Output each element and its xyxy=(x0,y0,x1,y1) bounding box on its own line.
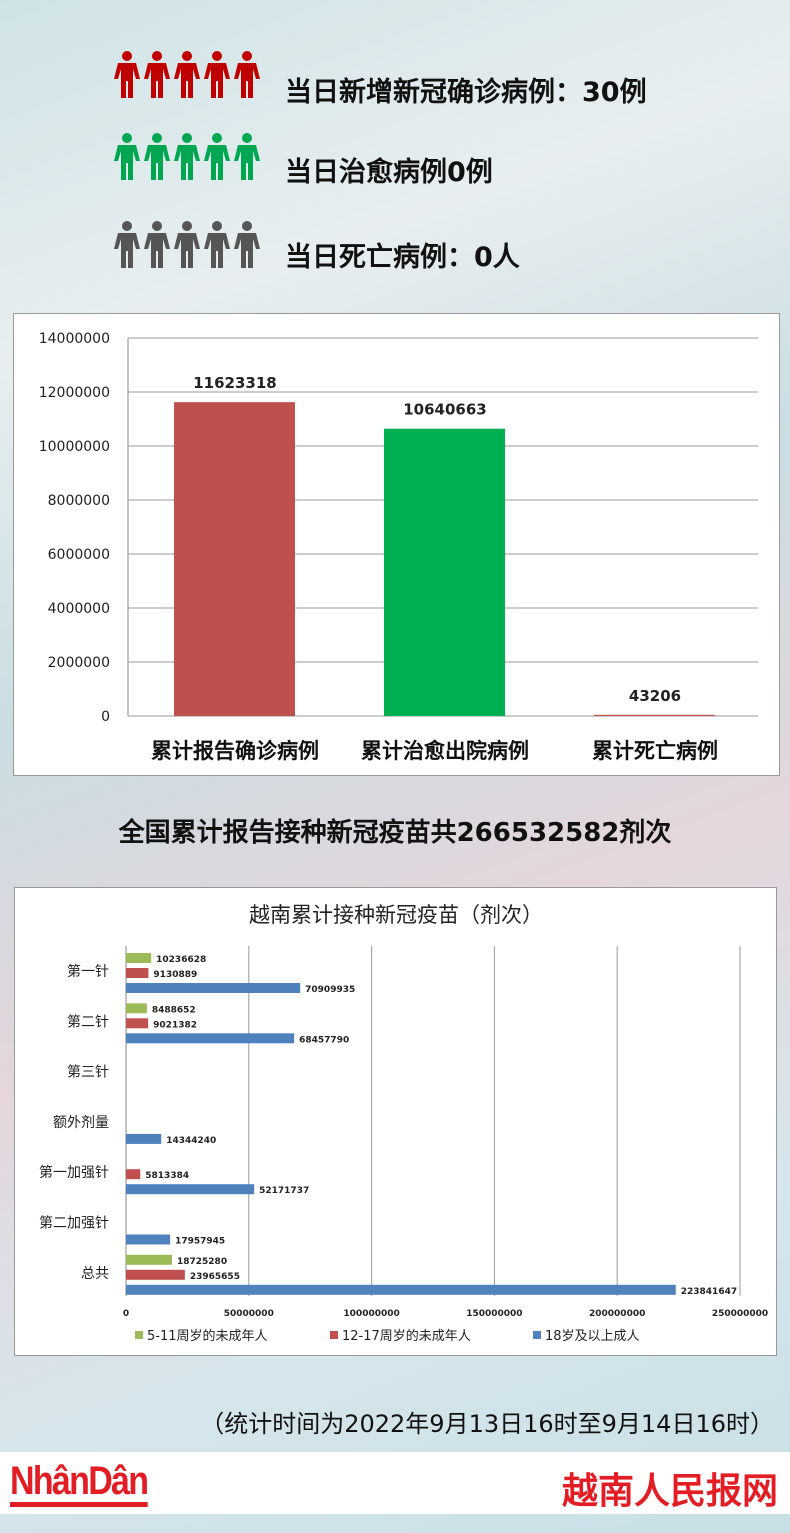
data-label: 10640663 xyxy=(403,401,487,419)
y-tick-label: 0 xyxy=(101,709,110,725)
data-label: 223841647 xyxy=(681,1287,737,1297)
bar xyxy=(126,1003,147,1014)
person-icon xyxy=(204,51,230,98)
people-icon xyxy=(113,220,263,270)
legend-swatch xyxy=(533,1331,541,1339)
y-tick-label: 2000000 xyxy=(48,655,110,671)
nhandan-logo[interactable]: NhânDân xyxy=(10,1460,149,1507)
person-icon xyxy=(204,133,230,180)
cumulative-chart-svg: 0 2000000 4000000 6000000 8000000 10000000 120… xyxy=(39,331,758,763)
summary-row-new-cases xyxy=(113,50,263,100)
chart-title: 越南累计接种新冠疫苗（剂次） xyxy=(249,903,543,927)
new-cases-text: 当日新增新冠确诊病例：30例 xyxy=(285,77,647,108)
person-icon xyxy=(144,133,170,180)
x-tick-label: 250000000 xyxy=(712,1309,768,1319)
x-tick-label: 50000000 xyxy=(224,1309,274,1319)
x-tick-label: 200000000 xyxy=(589,1309,645,1319)
data-label: 10236628 xyxy=(156,955,206,965)
category-label: 累计治愈出院病例 xyxy=(361,739,529,763)
bar xyxy=(126,1234,171,1245)
footer: NhânDân 越南人民报网 xyxy=(0,1452,790,1514)
data-label: 52171737 xyxy=(259,1186,309,1196)
person-icon xyxy=(234,133,260,180)
person-icon xyxy=(144,51,170,98)
data-label: 5813384 xyxy=(145,1171,189,1181)
data-label: 43206 xyxy=(629,687,681,705)
y-tick-label: 10000000 xyxy=(39,439,110,455)
person-icon xyxy=(114,133,140,180)
data-label: 9021382 xyxy=(153,1020,197,1030)
bar xyxy=(126,983,301,993)
data-label: 14344240 xyxy=(166,1136,216,1146)
category-label: 累计报告确诊病例 xyxy=(151,739,319,763)
bar xyxy=(126,1018,149,1029)
category-label: 第二针 xyxy=(67,1013,109,1030)
bar xyxy=(126,953,152,963)
y-tick-label: 8000000 xyxy=(48,493,110,509)
legend-label: 12-17周岁的未成年人 xyxy=(342,1328,471,1344)
person-icon xyxy=(174,221,200,268)
person-icon xyxy=(114,51,140,98)
bar xyxy=(384,428,505,716)
people-icon xyxy=(113,132,263,182)
bar xyxy=(594,714,715,716)
category-label: 第一加强针 xyxy=(39,1164,109,1181)
bar xyxy=(126,1184,255,1195)
data-label: 17957945 xyxy=(175,1237,225,1247)
person-icon xyxy=(234,51,260,98)
bar xyxy=(126,968,149,978)
total-vaccine-text: 全国累计报告接种新冠疫苗共266532582剂次 xyxy=(118,818,672,848)
person-icon xyxy=(204,221,230,268)
bar xyxy=(126,1033,295,1044)
category-label: 第二加强针 xyxy=(39,1215,109,1232)
data-label: 23965655 xyxy=(190,1272,240,1282)
bar xyxy=(126,1269,185,1280)
person-icon xyxy=(114,221,140,268)
bar xyxy=(126,1133,162,1144)
cumulative-chart: 0 2000000 4000000 6000000 8000000 10000000 120… xyxy=(13,313,780,776)
data-label: 18725280 xyxy=(177,1257,227,1267)
bar xyxy=(126,1284,676,1295)
y-tick-label: 6000000 xyxy=(48,547,110,563)
category-label: 第三针 xyxy=(67,1064,109,1081)
summary-row-deaths xyxy=(113,220,263,270)
bar xyxy=(126,1169,141,1180)
people-icon xyxy=(113,50,263,100)
x-tick-label: 0 xyxy=(123,1309,129,1319)
y-tick-label: 14000000 xyxy=(39,331,110,347)
category-label: 第一针 xyxy=(67,963,109,980)
data-label: 70909935 xyxy=(305,985,355,995)
data-label: 11623318 xyxy=(193,374,277,392)
y-tick-label: 4000000 xyxy=(48,601,110,617)
site-name: 越南人民报网 xyxy=(561,1471,778,1512)
person-icon xyxy=(144,221,170,268)
person-icon xyxy=(174,133,200,180)
vaccine-chart: 越南累计接种新冠疫苗（剂次） 0 50000000 100000000 15000000… xyxy=(14,887,777,1356)
legend-swatch xyxy=(330,1331,338,1339)
bar xyxy=(126,1254,172,1265)
legend-label: 5-11周岁的未成年人 xyxy=(147,1328,268,1344)
recovered-text: 当日治愈病例0例 xyxy=(285,157,493,188)
x-tick-label: 150000000 xyxy=(466,1309,522,1319)
statistics-time: （统计时间为2022年9月13日16时至9月14日16时） xyxy=(200,1410,774,1438)
deaths-text: 当日死亡病例：0人 xyxy=(285,242,520,273)
data-label: 8488652 xyxy=(152,1005,196,1015)
x-tick-label: 100000000 xyxy=(343,1309,399,1319)
legend-label: 18岁及以上成人 xyxy=(545,1329,640,1344)
category-label: 总共 xyxy=(81,1266,109,1282)
person-icon xyxy=(234,221,260,268)
legend-swatch xyxy=(135,1331,143,1339)
vaccine-chart-svg: 越南累计接种新冠疫苗（剂次） 0 50000000 100000000 15000000… xyxy=(39,903,768,1344)
data-label: 9130889 xyxy=(153,970,197,980)
category-label: 额外剂量 xyxy=(53,1115,109,1131)
summary-row-recovered xyxy=(113,132,263,182)
person-icon xyxy=(174,51,200,98)
bar xyxy=(174,402,295,716)
y-tick-label: 12000000 xyxy=(39,385,110,401)
data-label: 68457790 xyxy=(299,1035,349,1045)
category-label: 累计死亡病例 xyxy=(592,739,718,763)
